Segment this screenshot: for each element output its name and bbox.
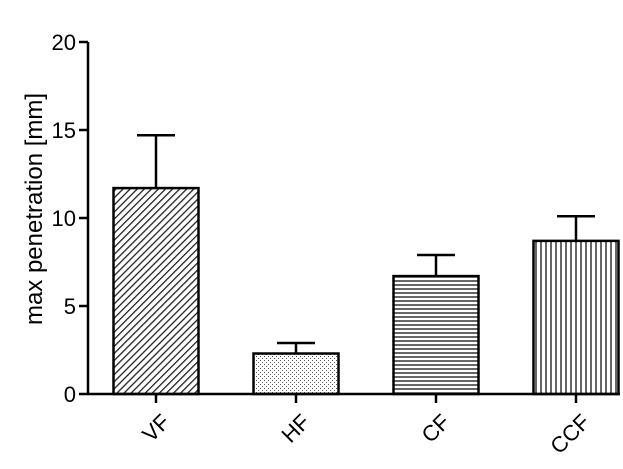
x-ticks: VF HF CF CCF — [137, 394, 595, 459]
y-ticks: 0 5 10 15 20 — [52, 30, 88, 407]
x-tick-label-ccf: CCF — [545, 409, 595, 459]
bars — [112, 186, 620, 396]
bar-hf — [252, 352, 340, 396]
y-tick-label: 5 — [64, 294, 76, 319]
error-bars — [137, 134, 595, 354]
y-tick-label: 0 — [64, 382, 76, 407]
y-tick-label: 15 — [52, 118, 76, 143]
x-tick-label-vf: VF — [137, 409, 175, 447]
y-axis-label: max penetration [mm] — [21, 93, 48, 325]
bar-cf — [392, 274, 480, 396]
x-tick-label-hf: HF — [276, 409, 314, 447]
bar-ccf — [532, 239, 620, 396]
y-tick-label: 10 — [52, 206, 76, 231]
x-tick-label-cf: CF — [416, 409, 454, 447]
y-tick-label: 20 — [52, 30, 76, 55]
bar-vf — [112, 186, 200, 396]
